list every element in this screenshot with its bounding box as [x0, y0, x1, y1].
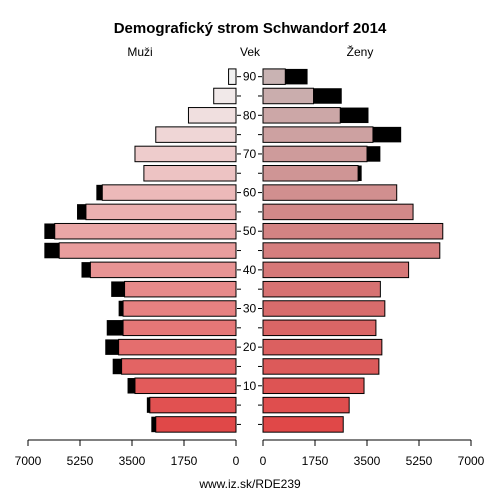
- women-excess-75-79: [372, 126, 402, 143]
- women-x-tick-label: 1750: [302, 454, 329, 468]
- men-excess-45-49: [44, 242, 60, 259]
- men-excess-50-54: [44, 223, 55, 239]
- source-url: www.iz.sk/RDE239: [198, 477, 301, 491]
- age-tick-label: 90: [243, 70, 257, 84]
- men-excess-55-59: [77, 204, 86, 220]
- age-axis-label: Vek: [240, 45, 261, 59]
- women-x-tick-label: 5250: [406, 454, 433, 468]
- women-bar-45-49: [262, 242, 441, 259]
- women-excess-70-74: [367, 146, 381, 162]
- men-excess-40-44: [81, 262, 91, 278]
- women-bar-0-4: [262, 416, 344, 433]
- age-tick-label: 40: [243, 263, 257, 277]
- women-bar-85-89: [262, 87, 315, 105]
- men-bar-50-54: [54, 222, 237, 240]
- men-bar-40-44: [89, 261, 237, 279]
- men-x-tick-label: 5250: [67, 454, 94, 468]
- men-excess-10-14: [127, 378, 135, 394]
- women-excess-80-84: [340, 107, 369, 124]
- women-bar-75-79: [262, 126, 374, 143]
- men-excess-20-24: [105, 339, 119, 355]
- women-bar-50-54: [262, 222, 444, 240]
- men-bar-10-14: [134, 377, 237, 395]
- men-bar-80-84: [187, 107, 237, 124]
- age-tick-label: 80: [243, 108, 257, 122]
- age-tick-label: 70: [243, 147, 257, 161]
- women-bar-5-9: [262, 396, 350, 414]
- women-bar-90+: [262, 68, 286, 85]
- women-bar-25-29: [262, 319, 377, 337]
- men-excess-30-34: [118, 300, 124, 317]
- women-bar-70-74: [262, 145, 368, 163]
- men-x-tick-label: 7000: [15, 454, 42, 468]
- women-bar-15-19: [262, 358, 380, 375]
- men-bar-35-39: [124, 280, 237, 298]
- women-x-tick-label: 3500: [354, 454, 381, 468]
- men-bar-75-79: [155, 126, 237, 143]
- women-excess-65-69: [358, 165, 362, 182]
- men-bar-45-49: [58, 242, 237, 259]
- age-tick-label: 30: [243, 302, 257, 316]
- men-excess-0-4: [151, 416, 156, 433]
- women-excess-85-89: [313, 88, 342, 104]
- men-bar-25-29: [122, 319, 237, 337]
- men-bar-30-34: [122, 300, 237, 317]
- men-bar-90+: [228, 68, 237, 85]
- men-bar-5-9: [149, 396, 237, 414]
- women-excess-90+: [285, 68, 308, 85]
- men-bar-85-89: [213, 87, 237, 105]
- men-bar-0-4: [155, 416, 237, 433]
- age-axis: 10 20 30 40 50 60 70 80 90: [237, 70, 262, 425]
- men-bar-20-24: [118, 338, 237, 356]
- men-bar-60-64: [101, 184, 237, 201]
- chart-title: Demografický strom Schwandorf 2014: [114, 20, 387, 37]
- age-tick-label: 20: [243, 340, 257, 354]
- men-excess-25-29: [106, 320, 124, 336]
- men-x-tick-label: 3500: [119, 454, 146, 468]
- men-bar-55-59: [85, 203, 237, 221]
- women-bar-80-84: [262, 107, 341, 124]
- age-tick-label: 50: [243, 224, 257, 238]
- women-label: Ženy: [347, 44, 374, 59]
- women-bar-10-14: [262, 377, 365, 395]
- men-label: Muži: [127, 45, 152, 59]
- men-excess-5-9: [146, 397, 150, 413]
- age-tick-label: 60: [243, 186, 257, 200]
- women-bar-30-34: [262, 300, 386, 317]
- x-axis: 0 0 1750 1750 3500 3500 5250 5250 7000 7000: [15, 439, 485, 468]
- men-excess-60-64: [96, 184, 103, 201]
- men-excess-15-19: [112, 358, 122, 375]
- age-tick-label: 10: [243, 379, 257, 393]
- men-excess-35-39: [111, 281, 125, 297]
- women-bar-65-69: [262, 165, 359, 182]
- women-x-tick-label: 0: [260, 454, 267, 468]
- women-bar-35-39: [262, 280, 381, 298]
- men-bar-65-69: [143, 165, 237, 182]
- bars-group: [44, 68, 444, 433]
- women-bar-60-64: [262, 184, 398, 201]
- women-bar-40-44: [262, 261, 410, 279]
- women-bar-20-24: [262, 338, 383, 356]
- women-bar-55-59: [262, 203, 414, 221]
- men-bar-15-19: [121, 358, 237, 375]
- men-x-tick-label: 0: [233, 454, 240, 468]
- women-x-tick-label: 7000: [458, 454, 485, 468]
- men-x-tick-label: 1750: [171, 454, 198, 468]
- men-bar-70-74: [134, 145, 237, 163]
